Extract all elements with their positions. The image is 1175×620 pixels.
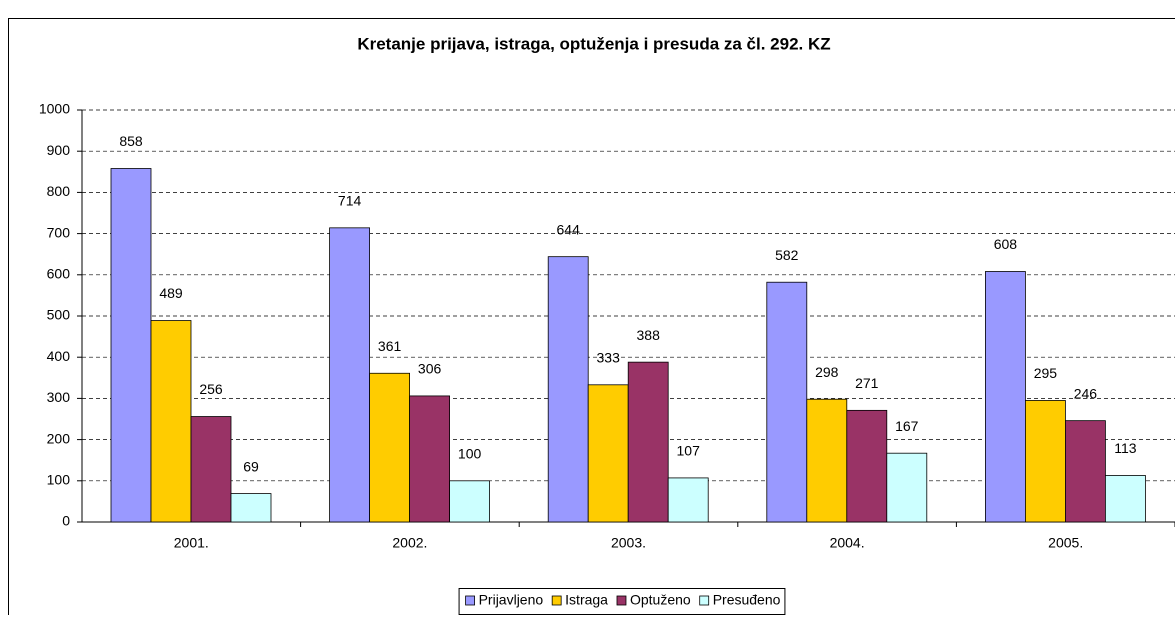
- bar: [370, 373, 410, 522]
- bar: [191, 417, 231, 522]
- y-tick-label: 600: [47, 266, 71, 282]
- data-label: 489: [159, 285, 183, 301]
- bar: [231, 494, 271, 522]
- y-tick-label: 500: [47, 307, 71, 323]
- bar: [985, 272, 1025, 522]
- legend-swatch: [617, 596, 626, 605]
- data-label: 113: [1114, 440, 1137, 456]
- legend-label: Prijavljeno: [479, 592, 544, 608]
- x-tick-label: 2005.: [1048, 535, 1083, 551]
- data-label: 306: [418, 361, 442, 377]
- legend-label: Istraga: [565, 592, 608, 608]
- data-label: 256: [199, 381, 223, 397]
- y-tick-label: 1000: [39, 101, 70, 117]
- data-label: 582: [775, 247, 799, 263]
- y-tick-label: 200: [47, 430, 71, 446]
- bar: [410, 396, 450, 522]
- data-label: 608: [994, 236, 1018, 252]
- data-label: 361: [378, 338, 402, 354]
- bar: [847, 410, 887, 522]
- bar: [450, 481, 490, 522]
- data-label: 271: [855, 375, 879, 391]
- data-label: 295: [1034, 365, 1058, 381]
- y-tick-label: 100: [47, 472, 71, 488]
- y-tick-label: 300: [47, 389, 71, 405]
- data-label: 167: [895, 418, 919, 434]
- bar: [668, 478, 708, 522]
- legend-swatch: [700, 596, 709, 605]
- bar: [887, 453, 927, 522]
- y-tick-label: 0: [62, 513, 70, 529]
- y-tick-label: 800: [47, 183, 71, 199]
- x-tick-label: 2004.: [830, 535, 865, 551]
- bar: [1065, 421, 1105, 522]
- x-tick-label: 2001.: [174, 535, 209, 551]
- bar: [767, 282, 807, 522]
- bar: [111, 169, 151, 522]
- data-label: 644: [557, 221, 581, 237]
- data-label: 100: [458, 446, 482, 462]
- chart-title: Kretanje prijava, istraga, optuženja i p…: [357, 34, 830, 53]
- bar: [330, 228, 370, 522]
- data-label: 246: [1074, 385, 1098, 401]
- data-label: 714: [338, 193, 362, 209]
- data-label: 333: [597, 350, 621, 366]
- legend-label: Presuđeno: [713, 592, 781, 608]
- data-label: 107: [677, 443, 701, 459]
- bar: [151, 321, 191, 522]
- y-tick-label: 700: [47, 224, 71, 240]
- data-label: 858: [119, 133, 143, 149]
- bar: [1105, 475, 1145, 522]
- x-tick-label: 2002.: [392, 535, 427, 551]
- bar: [807, 399, 847, 522]
- y-tick-label: 900: [47, 142, 71, 158]
- x-tick-label: 2003.: [611, 535, 646, 551]
- data-label: 69: [243, 458, 259, 474]
- bar: [1025, 400, 1065, 522]
- legend-swatch: [466, 596, 475, 605]
- data-label: 388: [637, 327, 661, 343]
- data-label: 298: [815, 364, 839, 380]
- bar: [628, 362, 668, 522]
- bar: [548, 257, 588, 522]
- bar: [588, 385, 628, 522]
- y-tick-label: 400: [47, 348, 71, 364]
- legend-label: Optuženo: [630, 592, 691, 608]
- legend-swatch: [552, 596, 561, 605]
